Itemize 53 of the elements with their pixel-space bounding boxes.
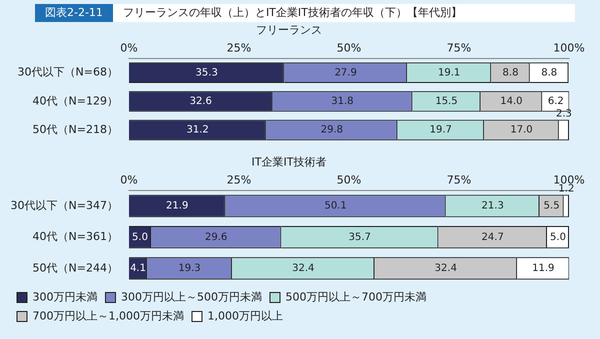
legend-label: 1,000万円以上 <box>207 309 283 322</box>
x-tick-label: 75% <box>446 174 472 187</box>
data-label: 8.8 <box>502 67 518 78</box>
data-label: 19.1 <box>438 67 460 78</box>
data-label: 29.6 <box>204 232 228 243</box>
data-label: 6.2 <box>548 96 564 107</box>
legend-label: 500万円以上～700万円未満 <box>285 290 426 304</box>
data-label: 29.8 <box>320 124 343 136</box>
data-label: 4.1 <box>130 262 146 274</box>
data-label: 32.6 <box>190 96 212 107</box>
data-label: 19.3 <box>178 262 201 274</box>
data-label: 5.5 <box>544 200 560 212</box>
data-label: 21.9 <box>166 200 188 212</box>
x-tick-label: 25% <box>226 42 252 55</box>
x-tick-label: 75% <box>446 42 472 55</box>
y-tick-label: 40代（N=361） <box>32 230 118 244</box>
x-tick-label: 50% <box>336 42 362 55</box>
data-label: 5.0 <box>132 232 148 243</box>
chart-title: IT企業IT技術者 <box>252 155 326 168</box>
chart-title: フリーランス <box>256 23 322 36</box>
y-tick-label: 40代（N=129） <box>32 94 118 108</box>
data-label: 8.8 <box>541 67 558 78</box>
y-tick-label: 30代以下（N=347） <box>10 198 118 212</box>
text: 図表2-2-11 <box>35 4 113 22</box>
data-label: 2.3 <box>556 108 572 120</box>
x-tick-label: 100% <box>553 42 585 55</box>
x-tick-label: 25% <box>226 174 252 187</box>
data-label: 15.5 <box>435 96 458 107</box>
legend-label: 300万円以上～500万円未満 <box>120 290 262 304</box>
data-label: 35.3 <box>196 67 218 78</box>
data-label: 19.7 <box>430 124 452 136</box>
data-label: 24.7 <box>482 232 504 243</box>
data-label: 11.9 <box>532 262 554 274</box>
legend-label: 700万円以上～1,000万円未満 <box>32 309 184 322</box>
data-label: 32.4 <box>292 262 314 274</box>
text: フリーランスの年収（上）とIT企業IT技術者の年収（下）【年代別】 <box>122 5 463 21</box>
y-tick-label: 50代（N=244） <box>32 261 118 274</box>
data-label: 32.4 <box>434 262 457 274</box>
data-label: 27.9 <box>334 67 357 78</box>
data-label: 31.8 <box>331 96 354 107</box>
data-label: 50.1 <box>324 200 347 212</box>
data-label: 5.0 <box>550 232 566 243</box>
data-label: 17.0 <box>510 124 533 136</box>
y-tick-label: 50代（N=218） <box>32 122 118 136</box>
x-tick-label: 0% <box>120 174 138 187</box>
x-tick-label: 0% <box>120 42 138 55</box>
data-label: 35.7 <box>348 232 371 243</box>
data-label: 14.0 <box>500 96 522 107</box>
x-tick-label: 50% <box>336 174 362 187</box>
legend-label: 300万円未満 <box>32 290 98 304</box>
data-label: 31.2 <box>186 124 209 136</box>
data-label: 21.3 <box>482 200 504 212</box>
y-tick-label: 30代以下（N=68） <box>18 66 118 79</box>
